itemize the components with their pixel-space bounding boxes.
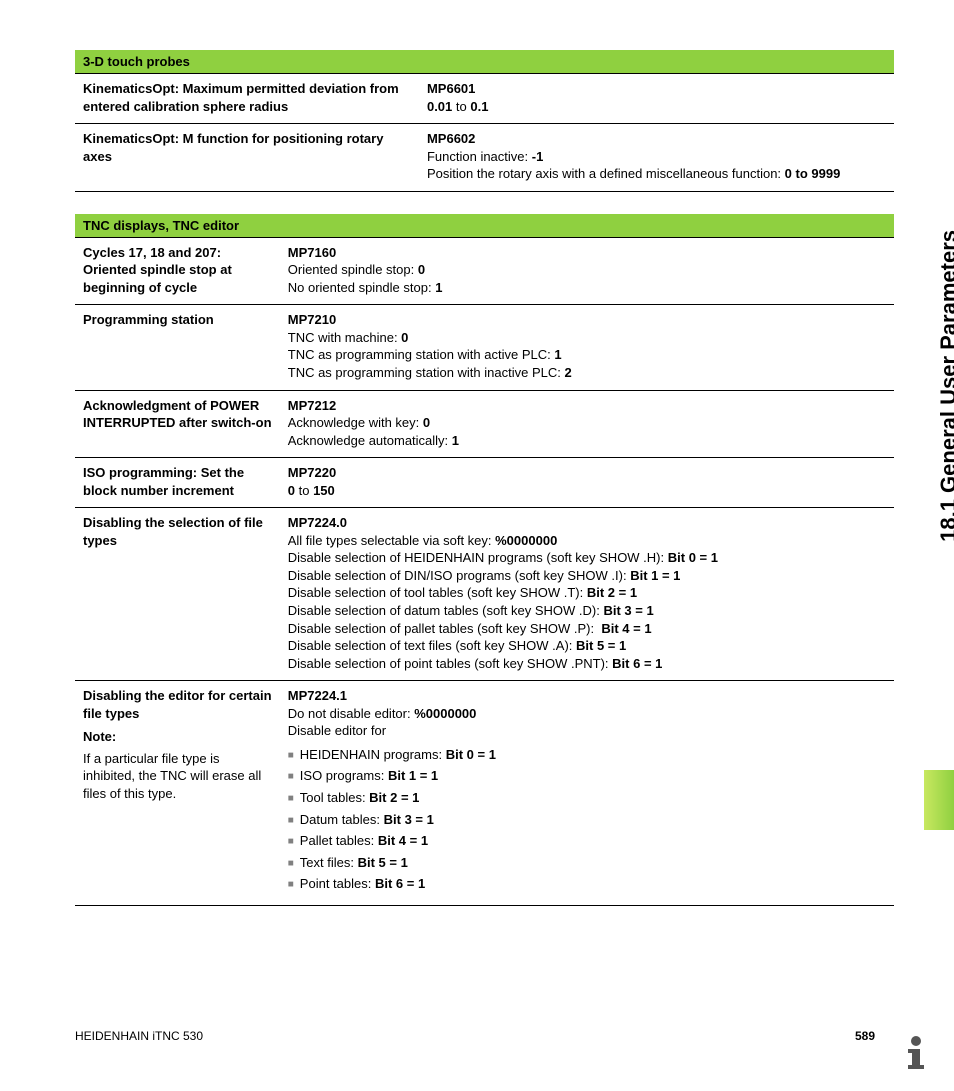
param-label: Cycles 17, 18 and 207: Oriented spindle … [75,237,280,305]
param-label: Disabling the selection of file types [75,508,280,681]
table-tnc-displays: TNC displays, TNC editor Cycles 17, 18 a… [75,214,894,906]
param-description: MP7224.0All file types selectable via so… [280,508,894,681]
param-description: MP66010.01 to 0.1 [419,74,894,124]
param-description: MP7210TNC with machine: 0TNC as programm… [280,305,894,390]
footer-product: HEIDENHAIN iTNC 530 [75,1029,203,1043]
param-label: ISO programming: Set the block number in… [75,458,280,508]
footer-page-number: 589 [855,1029,875,1043]
param-label: KinematicsOpt: M function for positionin… [75,124,419,192]
param-description: MP7224.1Do not disable editor: %0000000D… [280,681,894,905]
info-icon [896,1031,936,1071]
param-label: Programming station [75,305,280,390]
section-header-3d: 3-D touch probes [75,50,894,74]
page-footer: HEIDENHAIN iTNC 530 589 [75,1029,875,1043]
side-tab-marker [924,770,954,830]
section-header-tnc: TNC displays, TNC editor [75,214,894,238]
param-description: MP6602Function inactive: -1Position the … [419,124,894,192]
side-chapter-title: 18.1 General User Parameters [936,230,954,542]
param-description: MP7160Oriented spindle stop: 0No oriente… [280,237,894,305]
param-label: Disabling the editor for certain file ty… [75,681,280,905]
param-label: KinematicsOpt: Maximum permitted deviati… [75,74,419,124]
param-label: Acknowledgment of POWER INTERRUPTED afte… [75,390,280,458]
param-description: MP7212Acknowledge with key: 0Acknowledge… [280,390,894,458]
param-description: MP72200 to 150 [280,458,894,508]
table-3d-touch-probes: 3-D touch probes KinematicsOpt: Maximum … [75,50,894,192]
page-body: 3-D touch probes KinematicsOpt: Maximum … [0,0,954,906]
